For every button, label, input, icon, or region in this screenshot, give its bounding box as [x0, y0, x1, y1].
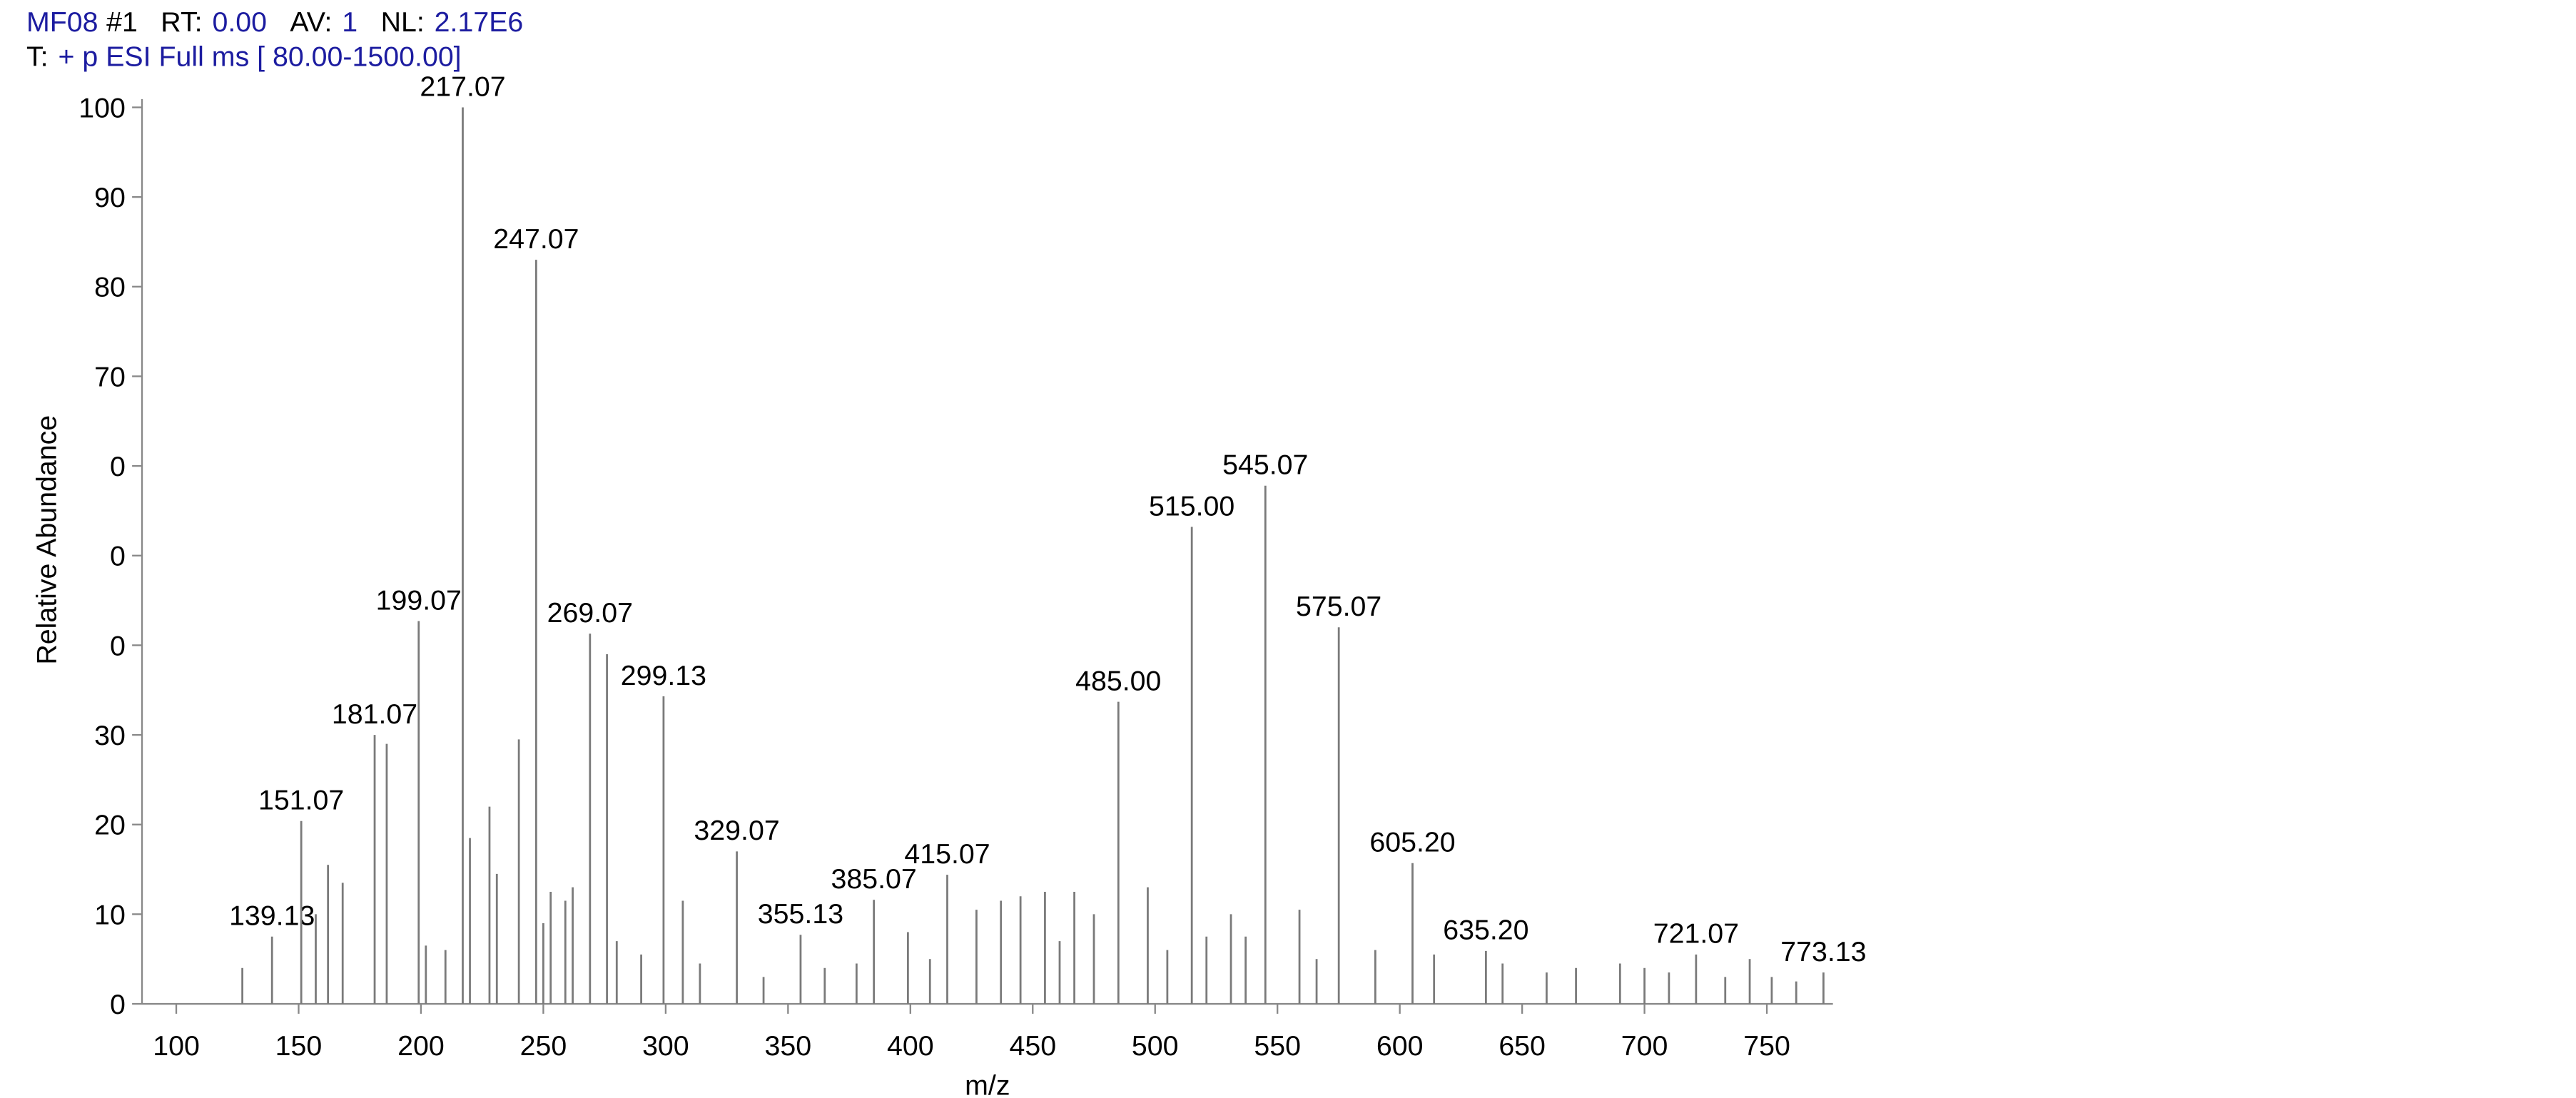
y-tick-label: 0	[110, 541, 126, 572]
peak-label: 299.13	[621, 660, 706, 691]
scan-number: #1	[106, 6, 138, 38]
rt-value: 0.00	[212, 6, 267, 38]
y-tick-label: 70	[94, 361, 126, 392]
y-tick-label: 10	[94, 899, 126, 930]
peak-label: 385.07	[831, 863, 916, 895]
peak-label: 247.07	[493, 223, 579, 255]
peak-label: 575.07	[1296, 591, 1381, 622]
nl-value: 2.17E6	[435, 6, 524, 38]
peak-label: 545.07	[1222, 449, 1308, 481]
av-label: AV:	[290, 6, 332, 38]
x-tick-label: 450	[1009, 1030, 1056, 1062]
peak-label: 415.07	[904, 838, 990, 870]
x-tick-label: 700	[1621, 1030, 1668, 1062]
y-tick-label: 90	[94, 182, 126, 213]
peak-label: 635.20	[1443, 915, 1528, 946]
y-tick-label: 80	[94, 272, 126, 303]
header-line-2: T: + p ESI Full ms [ 80.00-1500.00]	[26, 41, 462, 73]
peak-label: 181.07	[332, 698, 417, 730]
filter-value: + p ESI Full ms [ 80.00-1500.00]	[59, 41, 462, 73]
x-tick-label: 550	[1254, 1030, 1301, 1062]
y-tick-label: 30	[94, 720, 126, 751]
x-tick-label: 150	[275, 1030, 323, 1062]
file-name: MF08	[26, 6, 98, 38]
y-tick-label: 0	[110, 451, 126, 482]
peak-label: 329.07	[694, 815, 779, 846]
y-tick-label: 0	[110, 630, 126, 661]
y-tick-label: 0	[110, 989, 126, 1020]
peak-label: 773.13	[1780, 936, 1866, 967]
header-line-1: MF08 #1 RT: 0.00 AV: 1 NL: 2.17E6	[26, 6, 523, 38]
y-tick-label: 20	[94, 810, 126, 841]
x-tick-label: 400	[887, 1030, 934, 1062]
nl-label: NL:	[381, 6, 425, 38]
peak-label: 199.07	[376, 584, 462, 616]
peak-label: 721.07	[1653, 918, 1739, 950]
x-axis-label: m/z	[965, 1069, 1010, 1098]
peak-label: 605.20	[1369, 827, 1455, 858]
x-tick-label: 300	[642, 1030, 689, 1062]
filter-label: T:	[26, 41, 49, 73]
peak-label: 217.07	[420, 71, 505, 102]
peak-label: 485.00	[1075, 665, 1161, 696]
rt-label: RT:	[161, 6, 202, 38]
peak-label: 269.07	[547, 597, 633, 629]
x-tick-label: 750	[1743, 1030, 1790, 1062]
y-axis-label: Relative Abundance	[31, 415, 63, 665]
y-tick-label: 100	[78, 92, 126, 123]
peak-label: 151.07	[258, 784, 344, 815]
av-value: 1	[342, 6, 358, 38]
x-tick-label: 650	[1499, 1030, 1546, 1062]
x-tick-label: 100	[153, 1030, 200, 1062]
x-tick-label: 350	[765, 1030, 812, 1062]
x-tick-label: 250	[520, 1030, 567, 1062]
x-tick-label: 200	[397, 1030, 445, 1062]
peak-label: 355.13	[758, 898, 843, 930]
x-tick-label: 500	[1132, 1030, 1179, 1062]
x-tick-label: 600	[1376, 1030, 1424, 1062]
peak-label: 515.00	[1149, 490, 1234, 522]
